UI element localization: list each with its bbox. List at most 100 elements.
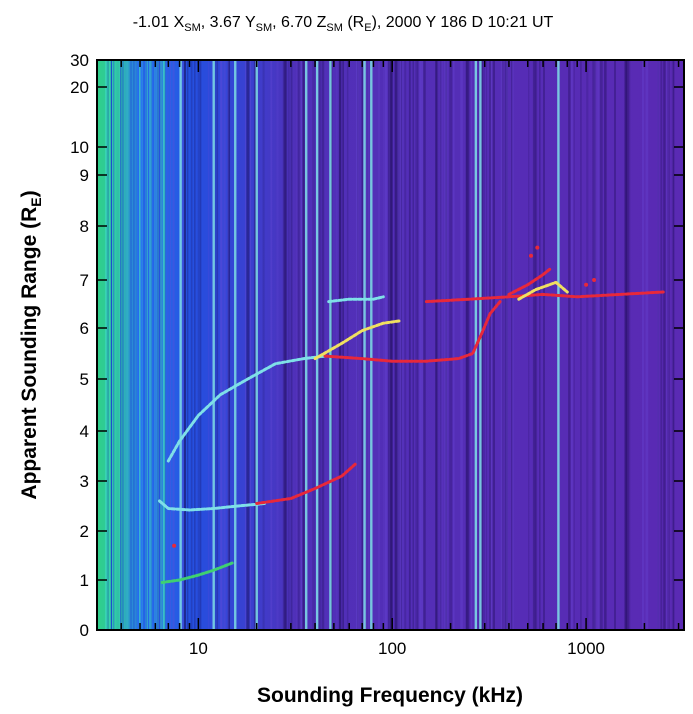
noise-streak xyxy=(312,60,316,630)
noise-streak xyxy=(119,60,121,630)
noise-streak xyxy=(466,60,469,630)
noise-streak xyxy=(302,60,305,630)
noise-streak xyxy=(135,60,137,630)
y-tick-label: 7 xyxy=(80,271,89,290)
x-tick-label: 10 xyxy=(189,639,208,658)
noise-streak xyxy=(568,60,571,630)
noise-streak xyxy=(318,60,321,630)
noise-streak xyxy=(163,60,165,630)
noise-streak xyxy=(400,60,403,630)
noise-streak xyxy=(489,60,491,630)
noise-streak xyxy=(384,60,388,630)
plot-area xyxy=(96,59,685,631)
noise-streak xyxy=(106,60,108,630)
echo-trace xyxy=(327,295,385,304)
noise-streak xyxy=(388,60,391,630)
noise-streak xyxy=(511,60,513,630)
noise-streak xyxy=(504,60,506,630)
noise-streak xyxy=(147,60,149,630)
noise-streak xyxy=(227,60,229,630)
noise-streak xyxy=(645,60,649,630)
noise-streak xyxy=(246,60,250,630)
noise-streak xyxy=(159,60,161,630)
noise-streak xyxy=(625,60,627,630)
noise-streak xyxy=(445,60,447,630)
title-text: , 3.67 Y xyxy=(201,14,256,31)
noise-streak xyxy=(160,60,162,630)
noise-streak xyxy=(139,60,140,630)
noise-streak xyxy=(130,60,132,630)
y-tick-label: 30 xyxy=(70,51,89,70)
noise-streak xyxy=(146,60,148,630)
noise-streak xyxy=(435,60,439,630)
noise-streak xyxy=(151,60,152,630)
noise-streak xyxy=(397,60,400,630)
noise-streak xyxy=(135,60,137,630)
noise-streak xyxy=(444,60,448,630)
noise-streak xyxy=(302,60,305,630)
noise-streak xyxy=(110,60,112,630)
x-axis-label: Sounding Frequency (kHz) xyxy=(257,684,523,707)
noise-streak xyxy=(388,60,391,630)
noise-streak xyxy=(597,60,600,630)
noise-streak xyxy=(167,60,169,630)
noise-streak xyxy=(573,60,575,630)
noise-streak xyxy=(145,60,147,630)
noise-streak xyxy=(157,60,160,630)
noise-streak xyxy=(534,60,538,630)
noise-streak xyxy=(490,60,492,630)
noise-streak xyxy=(299,60,302,630)
noise-streak xyxy=(408,60,411,630)
noise-streak xyxy=(253,60,257,630)
noise-streak xyxy=(626,60,629,630)
noise-streak xyxy=(283,60,287,630)
noise-streak xyxy=(296,60,298,630)
noise-streak xyxy=(197,60,201,630)
noise-streak xyxy=(394,60,397,630)
noise-streak xyxy=(134,60,136,630)
noise-streak xyxy=(586,60,589,630)
echo-trace xyxy=(507,267,552,296)
noise-streak xyxy=(113,60,114,630)
noise-streak xyxy=(157,60,159,630)
noise-streak xyxy=(366,60,369,630)
noise-streak xyxy=(164,60,166,630)
noise-streak xyxy=(207,60,210,630)
noise-streak xyxy=(490,60,493,630)
x-axis: 10 100 1000 xyxy=(96,60,680,658)
noise-streak xyxy=(532,60,536,630)
noise-streak xyxy=(667,60,670,630)
noise-streak xyxy=(150,60,152,630)
noise-streak xyxy=(383,60,386,630)
echo-dot xyxy=(529,253,533,258)
noise-streak xyxy=(402,60,404,630)
noise-streak xyxy=(290,60,293,630)
noise-streak xyxy=(109,60,111,630)
noise-streak xyxy=(105,60,107,630)
y-tick-label: 6 xyxy=(80,319,89,338)
noise-streak xyxy=(660,60,662,630)
noise-streak xyxy=(228,60,231,630)
noise-streak xyxy=(592,60,595,630)
noise-streak xyxy=(144,60,146,630)
noise-streak xyxy=(492,60,495,630)
noise-streak xyxy=(390,60,393,630)
echo-trace xyxy=(166,354,327,463)
y-tick-label: 3 xyxy=(80,472,89,491)
noise-streak xyxy=(614,60,616,630)
title-subscript: SM xyxy=(184,22,201,34)
noise-streak xyxy=(126,60,128,630)
noise-streak xyxy=(142,60,144,630)
noise-streak xyxy=(284,60,287,630)
noise-streak xyxy=(642,60,645,630)
noise-streak xyxy=(503,60,505,630)
noise-streak xyxy=(133,60,135,630)
noise-streak xyxy=(133,60,135,630)
noise-streak xyxy=(249,60,251,630)
noise-streak xyxy=(245,60,247,630)
noise-streak xyxy=(377,60,380,630)
noise-streak xyxy=(143,60,145,630)
echo-trace xyxy=(424,290,665,304)
noise-streak xyxy=(183,60,186,630)
